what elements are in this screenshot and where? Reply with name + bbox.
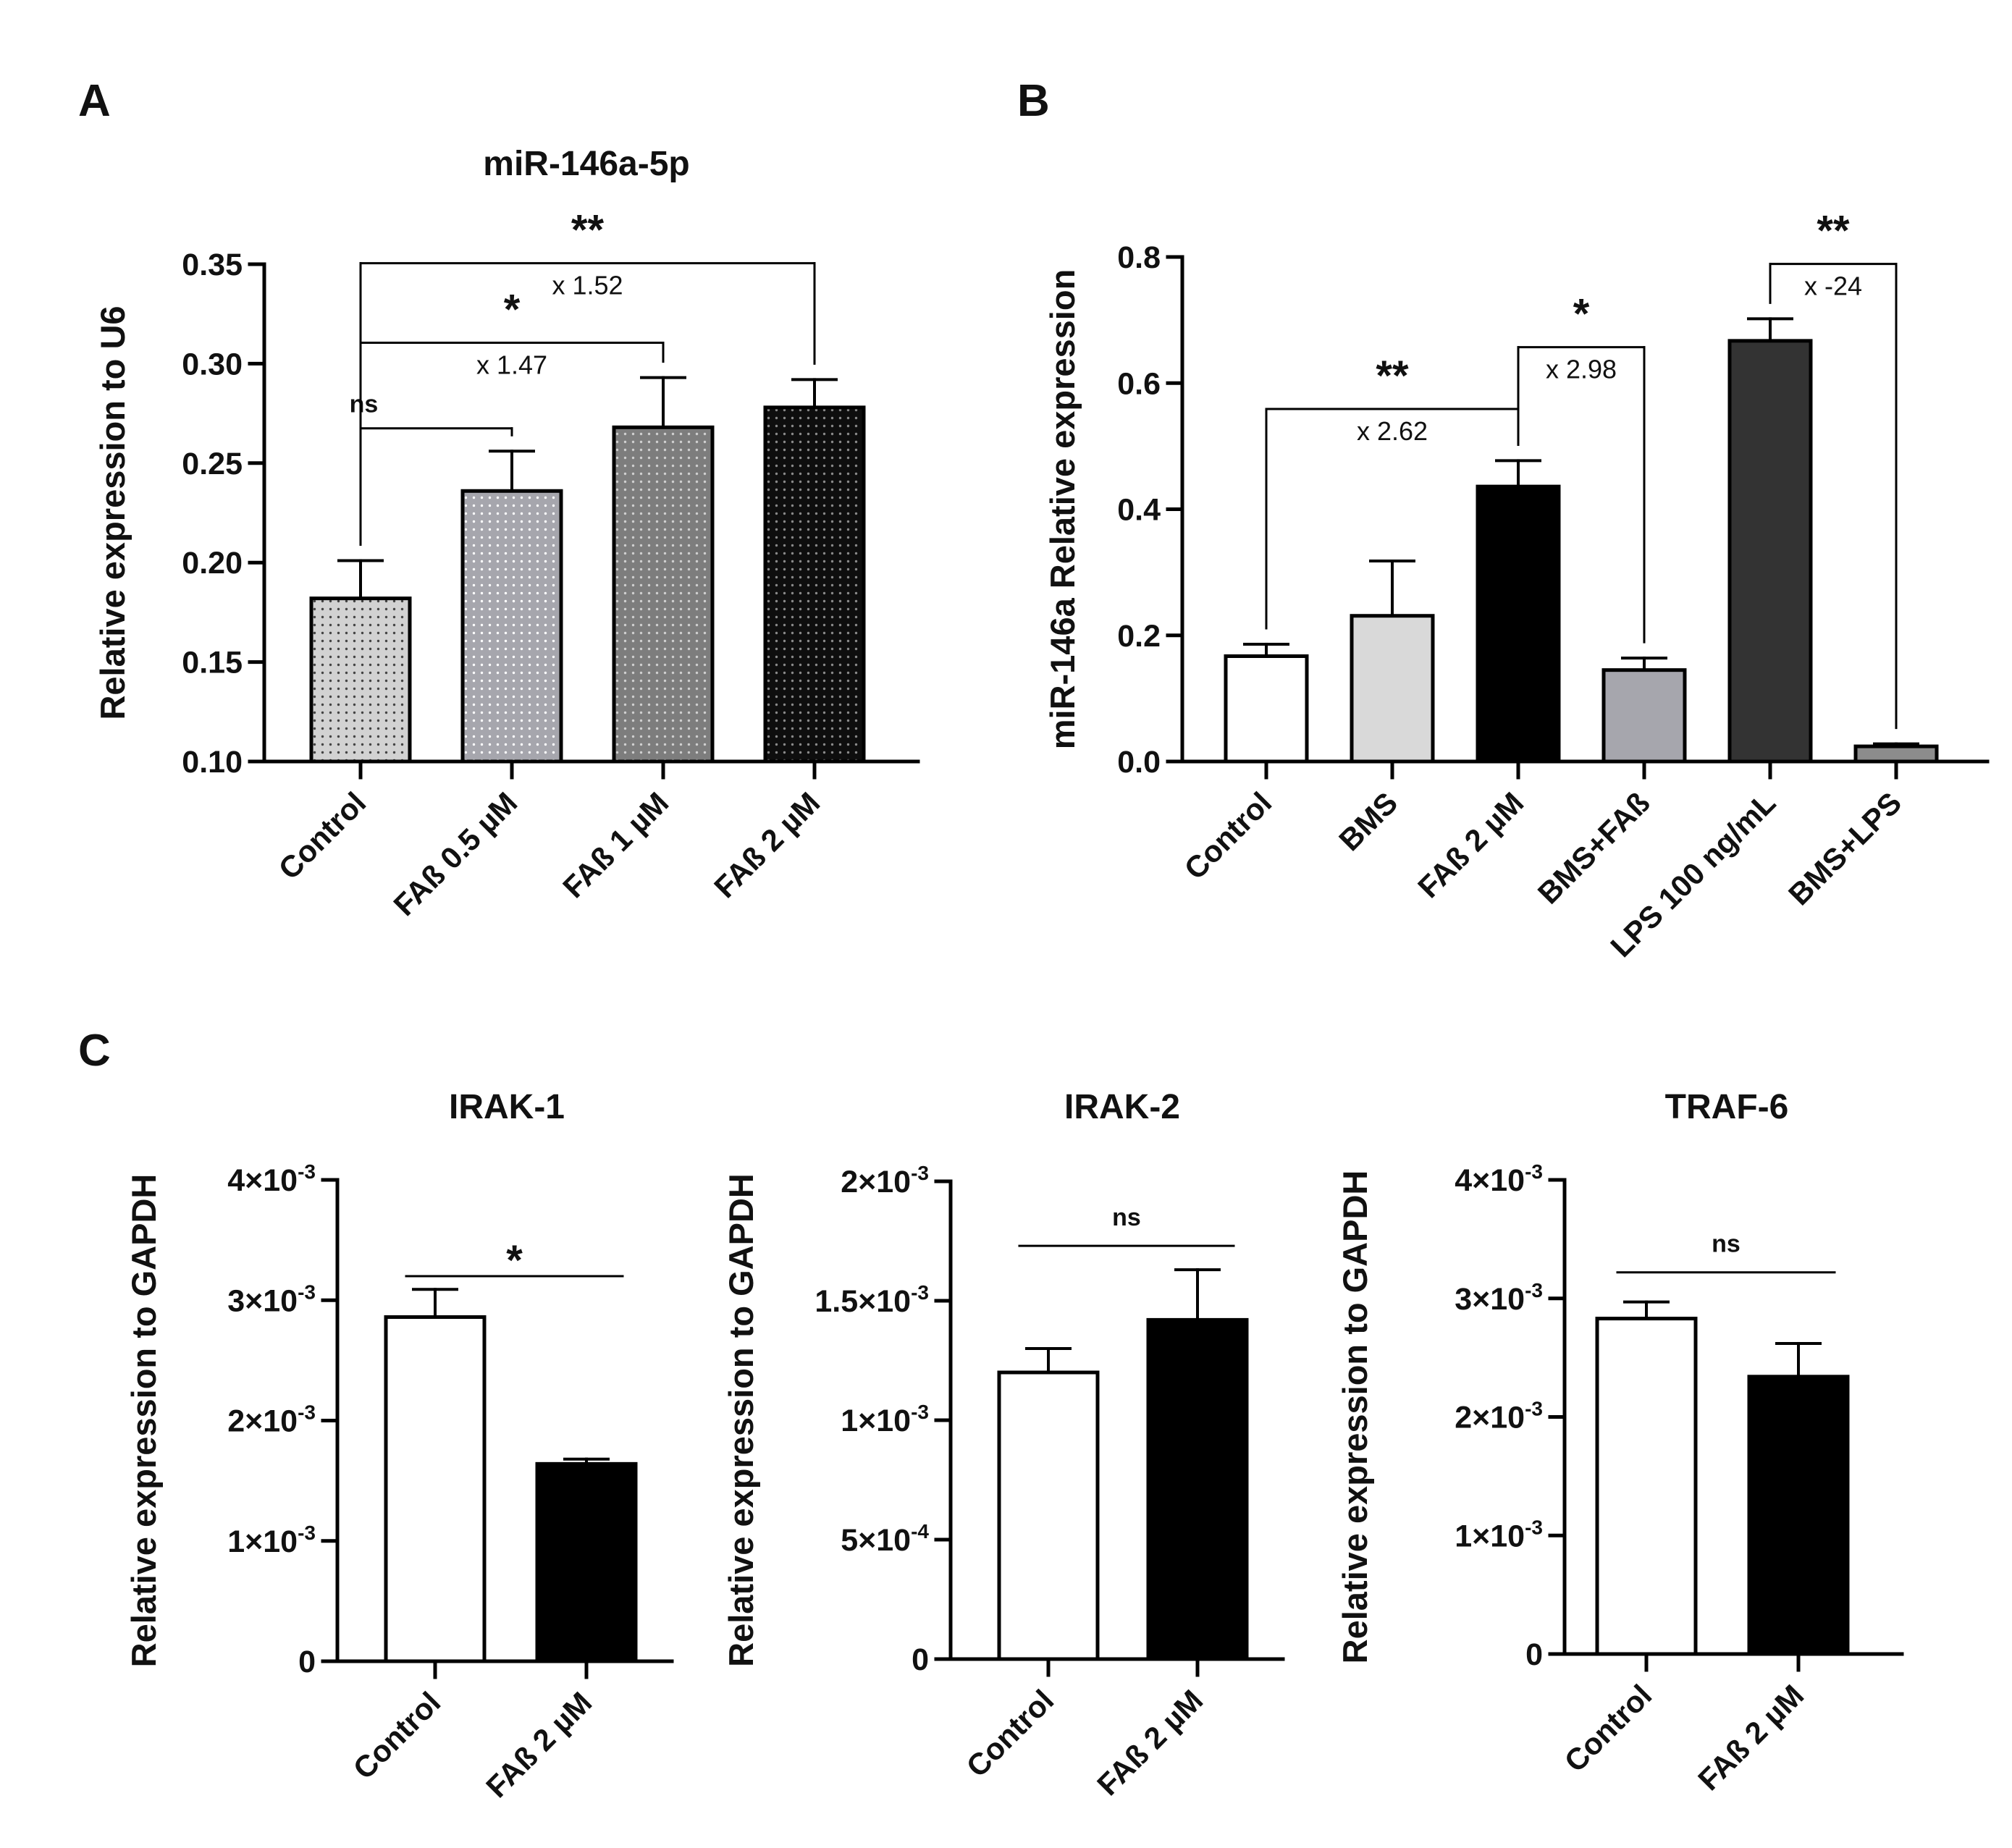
bar [1476, 484, 1561, 764]
x-category-label: FAß 2 µM [1090, 1683, 1209, 1802]
x-category-label: BMS+FAß [1531, 785, 1657, 911]
x-category-label: FAß 1 µM [556, 785, 675, 904]
significance-label: ns [1712, 1231, 1740, 1258]
y-tick-label: 2×10-3 [227, 1401, 316, 1439]
bar [1853, 744, 1939, 764]
bar [384, 1315, 487, 1663]
y-tick-label: 2×10-3 [1455, 1398, 1543, 1435]
bar [997, 1370, 1100, 1661]
y-tick-label: 1×10-3 [227, 1522, 316, 1559]
chart-c-irak2: IRAK-2 Relative expression to GAPDH 0 5×10-… [722, 1088, 1285, 1802]
x-category-label: Control [960, 1683, 1061, 1784]
y-tick-label: 0.2 [1117, 619, 1161, 654]
chart-title: miR-146a-5p [483, 145, 689, 183]
chart-c-irak1: IRAK-1 Relative expression to GAPDH 0 1×10-… [125, 1088, 674, 1804]
bar [309, 596, 412, 764]
significance-label: ** [1376, 353, 1409, 400]
y-axis-label: Relative expression to U6 [93, 305, 132, 720]
fold-change-label: x -24 [1804, 271, 1862, 301]
x-category-label: Control [347, 1685, 447, 1786]
y-tick-label: 5×10-4 [841, 1520, 929, 1558]
x-category-label: FAß 2 µM [707, 785, 826, 904]
x-category-label: FAß 2 µM [479, 1685, 598, 1804]
significance-label: ns [350, 391, 379, 418]
y-tick-label: 3×10-3 [227, 1280, 316, 1318]
bar [612, 425, 715, 764]
x-category-label: FAß 2 µM [1411, 785, 1530, 904]
panel-letter-b: B [1017, 76, 1050, 126]
y-axis-label: Relative expression to GAPDH [722, 1173, 760, 1667]
significance-label: * [1573, 291, 1590, 338]
chart-title: IRAK-1 [449, 1088, 565, 1126]
y-tick-label: 0.0 [1117, 745, 1161, 780]
fold-change-label: x 2.98 [1546, 355, 1617, 384]
y-tick-label: 0.35 [182, 248, 243, 282]
chart-a-mir146a-5p: miR-146a-5p Relative expression to U6 0.10… [93, 145, 920, 922]
y-tick-label: 4×10-3 [1455, 1160, 1543, 1198]
y-tick-label: 0.4 [1117, 493, 1161, 528]
y-axis-label: Relative expression to GAPDH [125, 1174, 163, 1668]
bar [460, 489, 563, 764]
x-category-label: Control [1178, 785, 1279, 886]
y-tick-label: 0 [1525, 1637, 1543, 1672]
y-tick-label: 0.30 [182, 347, 243, 381]
fold-change-label: x 1.47 [476, 350, 547, 380]
x-category-label: BMS [1332, 785, 1404, 857]
bar [1727, 339, 1813, 764]
significance-label: ns [1112, 1204, 1141, 1231]
y-tick-label: 2×10-3 [841, 1162, 929, 1199]
x-category-label: FAß 2 µM [1691, 1678, 1810, 1797]
y-tick-label: 0 [298, 1645, 316, 1679]
y-tick-label: 0.25 [182, 447, 243, 481]
fold-change-label: x 2.62 [1357, 416, 1428, 446]
y-tick-label: 1×10-3 [1455, 1516, 1543, 1553]
x-category-label: Control [1558, 1678, 1659, 1779]
chart-c-traf6: TRAF-6 Relative expression to GAPDH 0 1×10-… [1336, 1088, 1904, 1797]
bar [1747, 1375, 1850, 1656]
panel-letter-c: C [78, 1026, 111, 1076]
significance-label: ** [1817, 208, 1850, 255]
y-tick-label: 1×10-3 [841, 1401, 929, 1438]
y-tick-label: 0.15 [182, 646, 243, 680]
y-tick-label: 0.8 [1117, 240, 1161, 275]
y-tick-label: 0 [912, 1642, 929, 1677]
y-tick-label: 0.20 [182, 546, 243, 581]
x-category-label: BMS+LPS [1782, 785, 1908, 911]
chart-b-mir146a-relative: miR-146a Relative expression 0.0 0.2 0.4 0.6… [1043, 208, 1990, 963]
bar [1601, 668, 1687, 764]
y-axis-label: Relative expression to GAPDH [1336, 1170, 1374, 1664]
y-tick-label: 4×10-3 [227, 1160, 316, 1198]
y-tick-label: 3×10-3 [1455, 1279, 1543, 1317]
bar [1595, 1317, 1698, 1656]
chart-title: IRAK-2 [1064, 1088, 1180, 1126]
y-tick-label: 0.10 [182, 745, 243, 780]
bar [535, 1461, 638, 1663]
y-tick-label: 1.5×10-3 [815, 1281, 929, 1319]
x-category-label: FAß 0.5 µM [387, 785, 523, 922]
significance-label: ** [571, 207, 605, 254]
bar [1146, 1317, 1249, 1661]
panel-letter-a: A [78, 76, 111, 126]
y-tick-label: 0.6 [1117, 366, 1161, 401]
bar [763, 405, 866, 764]
x-category-label: Control [272, 785, 373, 886]
chart-title: TRAF-6 [1665, 1088, 1789, 1126]
y-axis-label: miR-146a Relative expression [1043, 269, 1082, 750]
bar [1350, 614, 1435, 764]
bar [1224, 654, 1309, 764]
significance-label: * [506, 1237, 523, 1284]
fold-change-label: x 1.52 [552, 271, 623, 300]
significance-label: * [504, 287, 521, 334]
